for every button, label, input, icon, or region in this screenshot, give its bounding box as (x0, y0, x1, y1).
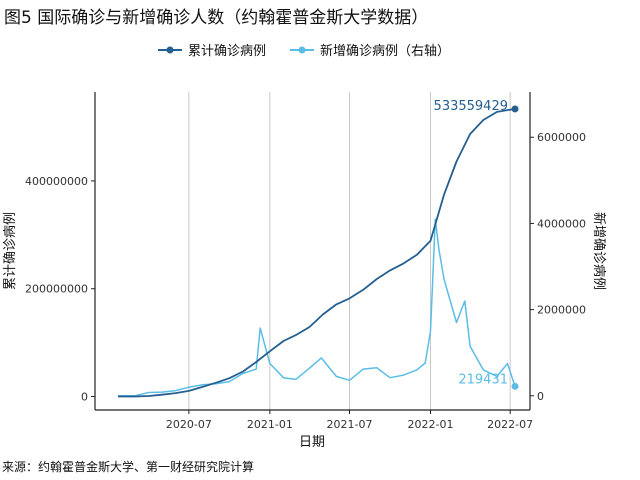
end-label-cumulative: 533559429 (434, 99, 508, 114)
y-left-tick-label: 400000000 (25, 175, 88, 188)
end-labels: 533559429 219431 (434, 99, 508, 387)
y-right-tick-label: 6000000 (537, 131, 586, 144)
ticks: 2020-07 2021-01 2021-07 2022-01 2022-07 0 2000… (25, 131, 586, 431)
end-label-daily: 219431 (458, 372, 508, 387)
series-layer (117, 105, 519, 398)
x-tick-label: 2022-01 (408, 418, 454, 431)
gridlines (188, 92, 511, 410)
endpoint-daily (511, 382, 519, 390)
axes (94, 92, 531, 411)
legend-item-daily[interactable]: 新增确诊病例（右轴） (290, 43, 450, 59)
y-left-axis-title: 累计确诊病例 (3, 212, 18, 290)
series-line-cumulative (118, 108, 516, 398)
x-tick-label: 2022-07 (487, 418, 533, 431)
y-right-axis-title: 新增确诊病例 (591, 212, 607, 290)
series-line-daily (117, 218, 516, 397)
y-right-tick-label: 4000000 (537, 217, 586, 230)
legend-swatch-cumulative-marker (166, 46, 174, 54)
x-axis-title: 日期 (299, 435, 325, 450)
legend-label-daily: 新增确诊病例（右轴） (320, 43, 450, 59)
x-tick-label: 2021-07 (327, 418, 373, 431)
endpoint-cumulative (511, 105, 519, 113)
x-tick-label: 2021-01 (247, 418, 293, 431)
legend-swatch-daily-marker (298, 46, 306, 54)
source-note: 来源：约翰霍普金斯大学、第一财经研究院计算 (2, 460, 255, 474)
y-left-tick-label: 200000000 (25, 283, 88, 296)
chart-title: 图5 国际确诊与新增确诊人数（约翰霍普金斯大学数据） (4, 8, 429, 28)
y-right-tick-label: 0 (537, 390, 544, 403)
x-tick-label: 2020-07 (166, 418, 212, 431)
legend: 累计确诊病例 新增确诊病例（右轴） (158, 43, 450, 59)
legend-label-cumulative: 累计确诊病例 (188, 44, 266, 59)
legend-item-cumulative[interactable]: 累计确诊病例 (158, 44, 266, 59)
y-right-tick-label: 2000000 (537, 304, 586, 317)
y-left-tick-label: 0 (81, 391, 88, 404)
